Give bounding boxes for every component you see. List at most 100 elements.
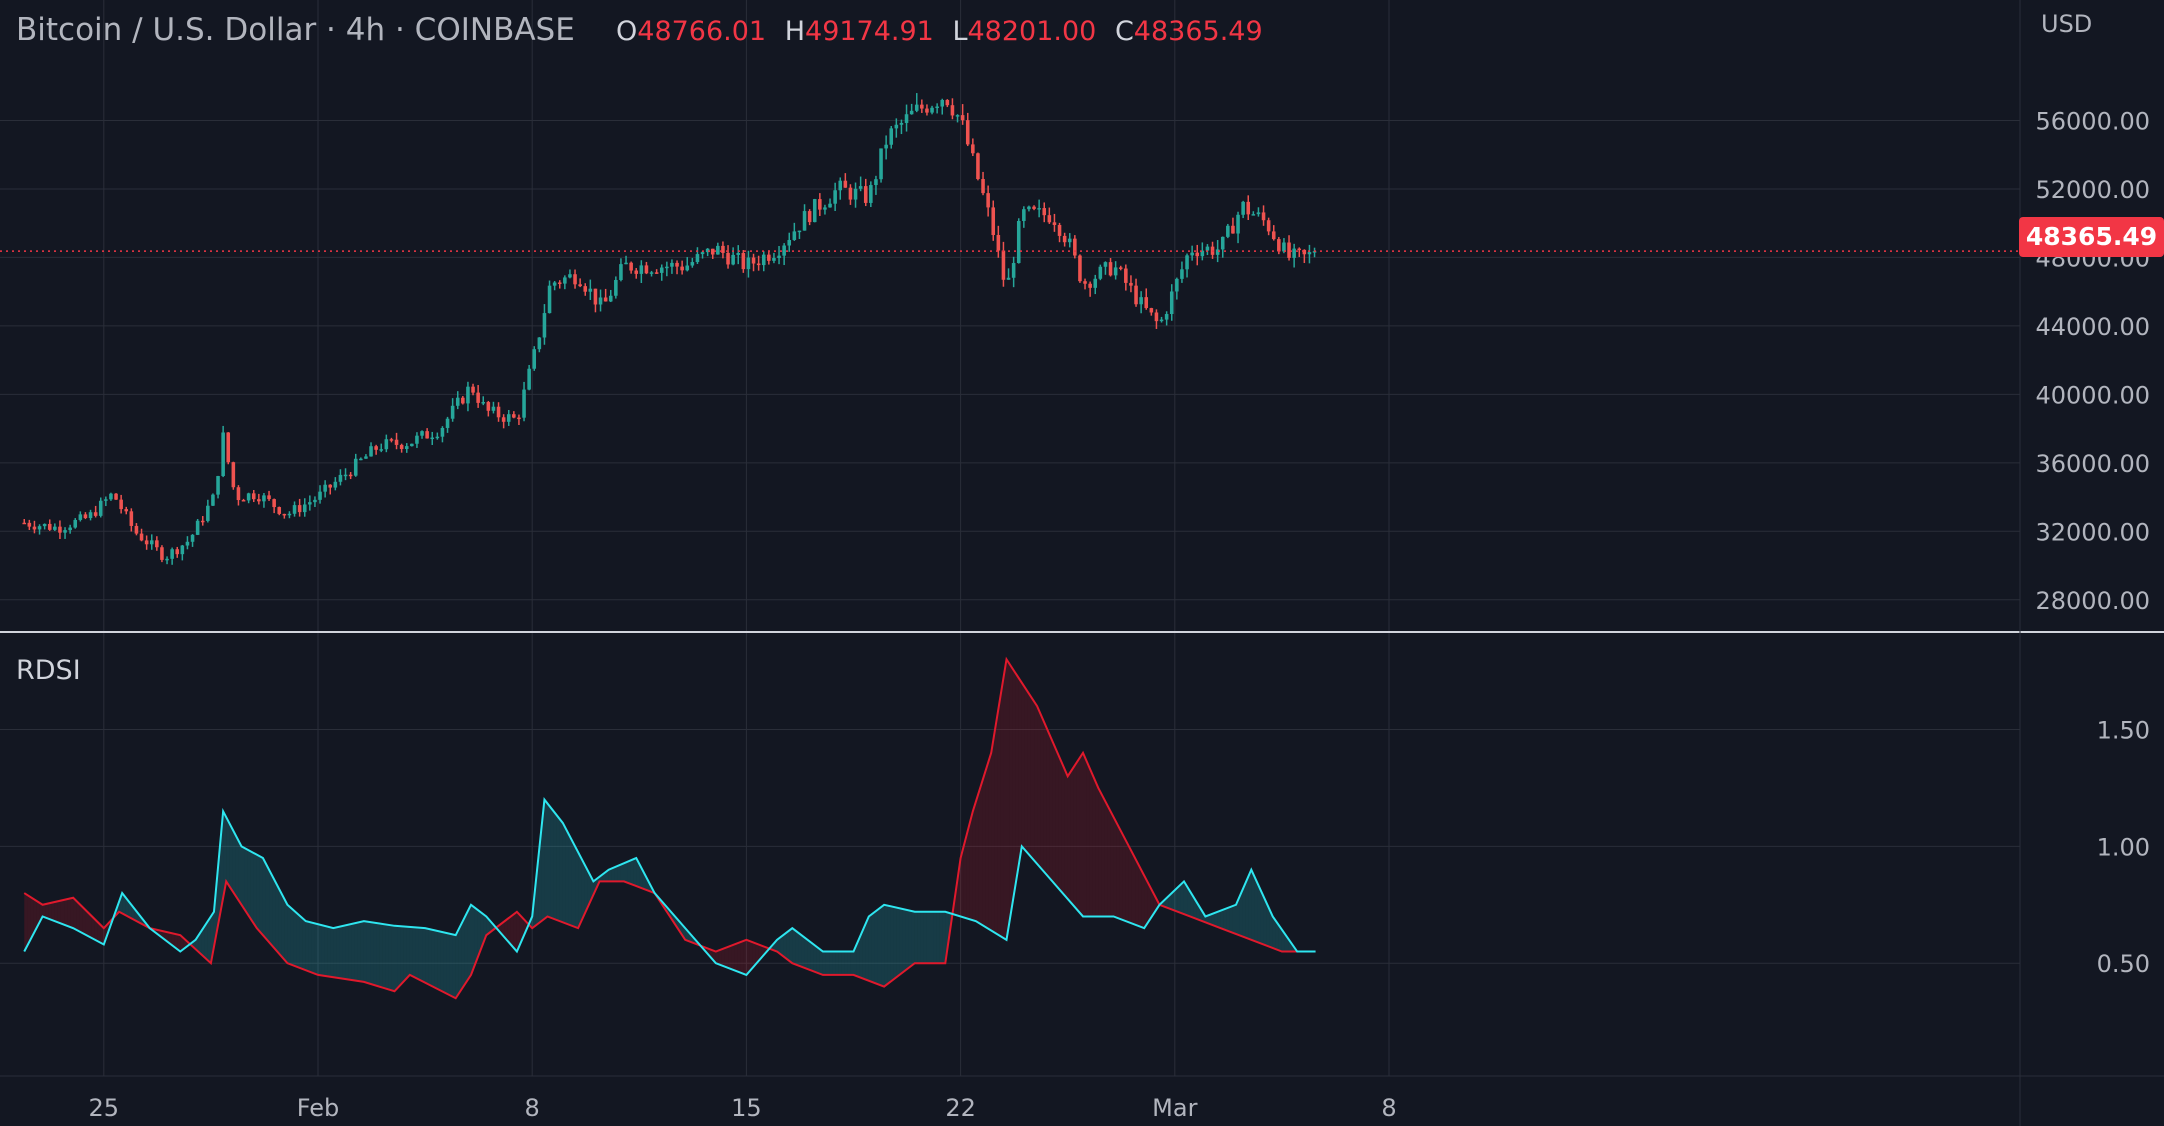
candle-body bbox=[772, 258, 776, 261]
rdsi-fill bbox=[721, 948, 725, 967]
symbol-title[interactable]: Bitcoin / U.S. Dollar · 4h · COINBASE bbox=[16, 12, 575, 48]
candle-body bbox=[170, 549, 174, 559]
candle-body bbox=[710, 248, 715, 255]
candle-body bbox=[160, 547, 164, 560]
candle-body bbox=[971, 144, 975, 154]
rdsi-fill bbox=[1110, 811, 1114, 917]
candle-body bbox=[649, 272, 654, 274]
currency-label: USD bbox=[2041, 10, 2093, 38]
rdsi-fill bbox=[1131, 852, 1136, 925]
rdsi-fill bbox=[856, 937, 860, 978]
candle-body bbox=[282, 513, 287, 516]
candle-body bbox=[104, 499, 108, 501]
candle-body bbox=[461, 397, 465, 404]
candle-body bbox=[818, 199, 822, 210]
rdsi-fill bbox=[226, 817, 230, 887]
x-tick-label: 22 bbox=[945, 1094, 976, 1122]
candle-body bbox=[726, 252, 730, 265]
candle-body bbox=[32, 526, 37, 530]
candle-body bbox=[874, 179, 878, 186]
candle-body bbox=[716, 245, 720, 255]
rdsi-fill bbox=[82, 906, 86, 935]
candle-body bbox=[501, 417, 506, 422]
candle-body bbox=[1266, 220, 1271, 232]
candle-body bbox=[206, 505, 210, 521]
candle-body bbox=[1231, 225, 1235, 234]
rdsi-fill bbox=[743, 939, 747, 975]
rdsi-fill bbox=[1226, 907, 1230, 932]
ohlc-low-value: 48201.00 bbox=[967, 16, 1097, 47]
rdsi-fill bbox=[431, 929, 435, 988]
rdsi-fill bbox=[1040, 713, 1044, 871]
candle-body bbox=[573, 274, 577, 285]
candle-body bbox=[379, 449, 384, 451]
rdsi-fill bbox=[862, 923, 866, 980]
rdsi-fill bbox=[550, 807, 554, 919]
candle-body bbox=[1292, 248, 1296, 258]
candle-body bbox=[1057, 224, 1062, 236]
candle-body bbox=[1022, 209, 1026, 221]
rdsi-fill bbox=[256, 854, 260, 932]
candle-body bbox=[129, 511, 134, 526]
candle-body bbox=[1129, 282, 1133, 286]
rdsi-fill bbox=[281, 893, 285, 960]
rdsi-fill bbox=[1003, 659, 1007, 940]
candle-body bbox=[838, 180, 843, 191]
rdsi-fill bbox=[1272, 916, 1276, 950]
candle-body bbox=[986, 193, 990, 208]
rdsi-fill bbox=[51, 901, 55, 922]
candle-body bbox=[297, 505, 302, 513]
candle-body bbox=[272, 499, 276, 508]
rdsi-fill bbox=[293, 910, 297, 967]
rdsi-fill bbox=[930, 911, 934, 964]
rdsi-fill bbox=[1058, 755, 1062, 892]
rdsi-fill bbox=[1187, 886, 1191, 917]
candle-body bbox=[1256, 212, 1261, 215]
candle-body bbox=[884, 144, 888, 149]
rdsi-fill bbox=[780, 935, 784, 957]
candle-body bbox=[578, 284, 582, 287]
rdsi-fill bbox=[1199, 906, 1203, 922]
candle-body bbox=[292, 505, 297, 514]
candle-body bbox=[68, 527, 72, 531]
rdsi-fill bbox=[446, 933, 450, 996]
candle-body bbox=[690, 262, 695, 266]
rdsi-fill bbox=[804, 937, 808, 970]
candle-body bbox=[1118, 267, 1123, 269]
candle-body bbox=[853, 188, 858, 200]
candle-body bbox=[415, 435, 419, 444]
rdsi-fill bbox=[807, 939, 811, 971]
candle-body bbox=[1027, 206, 1031, 210]
rdsi-fill bbox=[816, 946, 820, 974]
candle-body bbox=[1016, 220, 1021, 264]
candle-body bbox=[1144, 297, 1149, 309]
rdsi-fill bbox=[467, 904, 471, 980]
rdsi-fill bbox=[874, 909, 878, 985]
candle-body bbox=[588, 288, 593, 292]
rdsi-fill bbox=[70, 897, 74, 929]
candle-body bbox=[58, 526, 62, 533]
candle-body bbox=[568, 274, 572, 278]
candle-body bbox=[1006, 277, 1011, 280]
candle-body bbox=[1307, 252, 1312, 255]
candle-body bbox=[777, 255, 781, 259]
rdsi-fill bbox=[342, 925, 346, 980]
rdsi-fill bbox=[1232, 904, 1236, 934]
price-tick-label: 56000.00 bbox=[2035, 107, 2150, 135]
rdsi-fill bbox=[752, 942, 756, 968]
rdsi-fill bbox=[265, 863, 270, 943]
candle-body bbox=[792, 231, 797, 240]
rdsi-fill bbox=[125, 896, 129, 917]
indicator-title[interactable]: RDSI bbox=[16, 655, 81, 686]
candle-body bbox=[389, 439, 394, 441]
candle-body bbox=[410, 443, 414, 447]
rdsi-fill bbox=[385, 924, 389, 990]
rdsi-fill bbox=[513, 911, 517, 952]
candle-body bbox=[1093, 278, 1098, 288]
candle-body bbox=[1032, 206, 1036, 209]
rdsi-fill bbox=[829, 951, 833, 975]
rdsi-fill bbox=[568, 834, 572, 926]
rdsi-fill bbox=[749, 940, 753, 972]
candle-body bbox=[925, 108, 929, 113]
